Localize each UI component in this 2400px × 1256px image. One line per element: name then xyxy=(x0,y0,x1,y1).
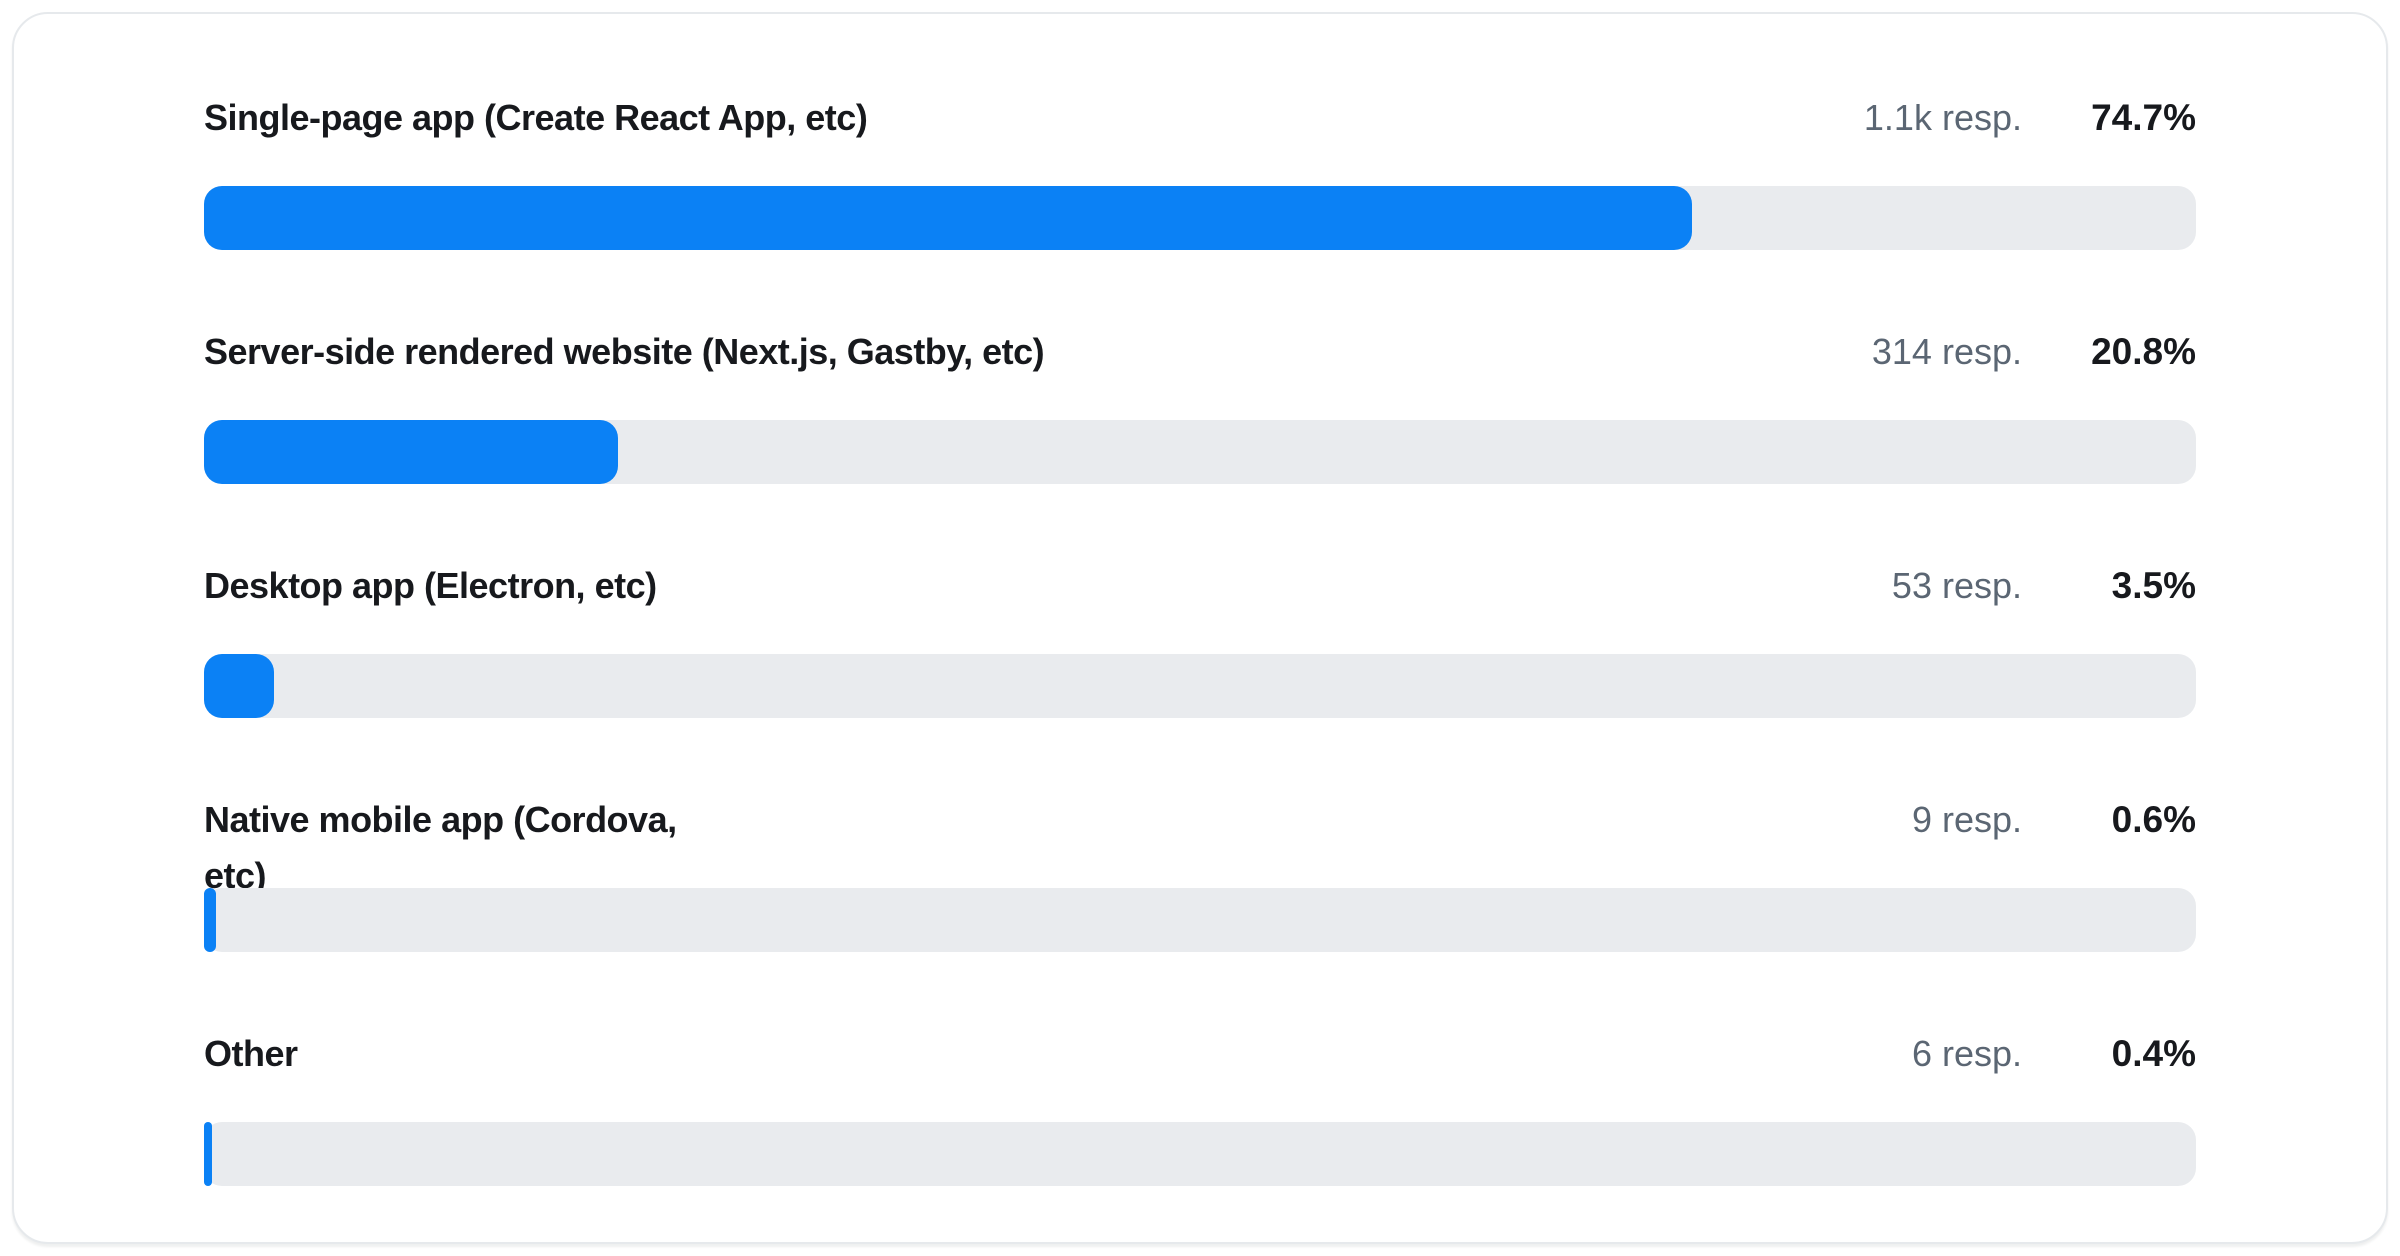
percent-value: 74.7% xyxy=(2091,97,2196,138)
bar-fill xyxy=(204,654,274,718)
bar-fill xyxy=(204,420,619,484)
response-count: 9 resp. xyxy=(1911,799,2022,840)
bar-track xyxy=(204,1122,2196,1186)
percent-value: 20.8% xyxy=(2091,331,2196,372)
bar-track xyxy=(204,654,2196,718)
response-count: 1.1k resp. xyxy=(1863,97,2022,138)
percent-value: 0.4% xyxy=(2111,1033,2196,1074)
percent-value: 3.5% xyxy=(2111,565,2196,606)
poll-option-header: Native mobile app (Cordova, etc) 9 resp.… xyxy=(204,792,2196,896)
response-count: 6 resp. xyxy=(1911,1033,2022,1074)
poll-option-row: Native mobile app (Cordova, etc) 9 resp.… xyxy=(204,792,2196,952)
poll-option-row: Other 6 resp. 0.4% xyxy=(204,1026,2196,1186)
poll-option-header: Other 6 resp. 0.4% xyxy=(204,1026,2196,1122)
poll-option-label: Single-page app (Create React App, etc) xyxy=(204,97,868,138)
poll-option-header: Single-page app (Create React App, etc) … xyxy=(204,90,2196,186)
bar-fill xyxy=(204,186,1693,250)
poll-option-label: Desktop app (Electron, etc) xyxy=(204,565,657,606)
poll-option-header: Server-side rendered website (Next.js, G… xyxy=(204,324,2196,420)
poll-option-label: Other xyxy=(204,1033,298,1074)
poll-option-header: Desktop app (Electron, etc) 53 resp. 3.5… xyxy=(204,558,2196,654)
poll-option-row: Desktop app (Electron, etc) 53 resp. 3.5… xyxy=(204,558,2196,718)
bar-track xyxy=(204,186,2196,250)
bar-fill xyxy=(204,888,216,952)
poll-option-row: Server-side rendered website (Next.js, G… xyxy=(204,324,2196,484)
poll-option-row: Single-page app (Create React App, etc) … xyxy=(204,90,2196,250)
response-count: 314 resp. xyxy=(1871,331,2022,372)
bar-track xyxy=(204,420,2196,484)
bar-track xyxy=(204,888,2196,952)
poll-option-label: Server-side rendered website (Next.js, G… xyxy=(204,331,1045,372)
response-count: 53 resp. xyxy=(1891,565,2022,606)
bar-fill xyxy=(204,1122,212,1186)
percent-value: 0.6% xyxy=(2111,799,2196,840)
poll-results-card: Single-page app (Create React App, etc) … xyxy=(12,12,2388,1244)
